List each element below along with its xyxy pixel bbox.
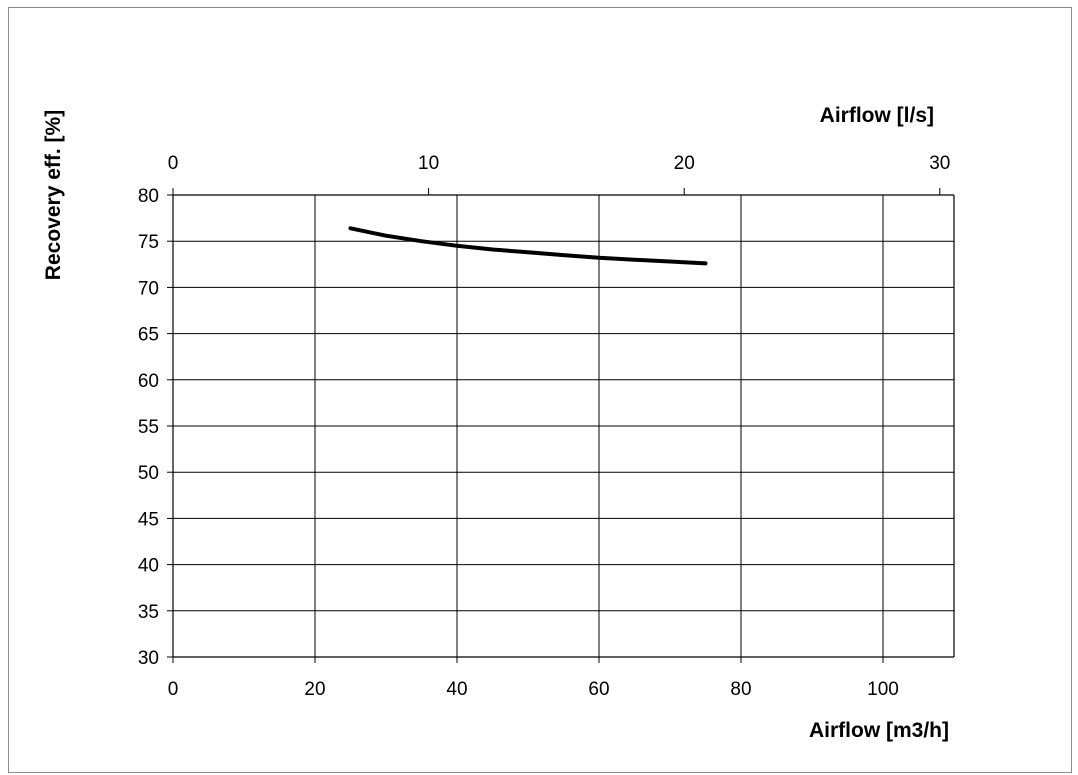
x2-tick-label: 30 [929, 153, 950, 174]
y-tick-label: 55 [138, 417, 159, 438]
x2-tick-label: 20 [674, 153, 695, 174]
y-tick-label: 40 [138, 556, 159, 577]
x-tick-label: 40 [446, 679, 467, 700]
y-tick-label: 30 [138, 648, 159, 669]
x-tick-label: 100 [867, 679, 899, 700]
x2-axis-title: Airflow [l/s] [820, 104, 934, 127]
x-tick-label: 80 [730, 679, 751, 700]
x-tick-label: 0 [168, 679, 179, 700]
y-tick-label: 65 [138, 325, 159, 346]
y-tick-label: 75 [138, 232, 159, 253]
y-tick-label: 35 [138, 602, 159, 623]
x-axis-title: Airflow [m3/h] [809, 719, 949, 742]
series [348, 226, 708, 266]
y-axis-title: Recovery eff. [%] [42, 110, 65, 280]
y-tick-label: 50 [138, 463, 159, 484]
x-tick-label: 60 [588, 679, 609, 700]
x-tick-label: 20 [304, 679, 325, 700]
x2-tick-label: 10 [418, 153, 439, 174]
y-tick-label: 45 [138, 509, 159, 530]
y-tick-label: 70 [138, 278, 159, 299]
ticks: 30 35 40 45 50 55 60 65 70 75 80 0 20 40 60 80 100 0 10 20 3… [138, 153, 951, 700]
y-tick-label: 80 [138, 186, 159, 207]
x2-tick-label: 0 [168, 153, 179, 174]
y-tick-label: 60 [138, 371, 159, 392]
